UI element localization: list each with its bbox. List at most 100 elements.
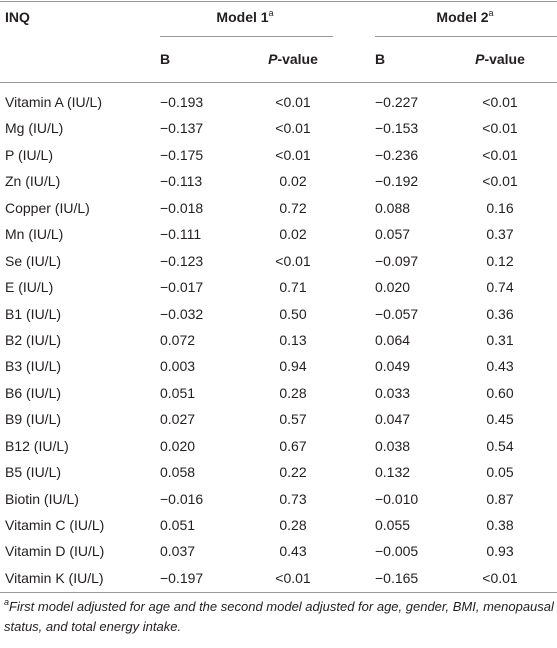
cell: 0.67: [279, 437, 307, 454]
cell: −0.165: [375, 569, 419, 586]
cell: <0.01: [482, 569, 518, 586]
row-label: B5 (IU/L): [5, 464, 62, 481]
cell: 0.60: [486, 384, 514, 401]
cell: <0.01: [482, 173, 518, 190]
row-label: Mn (IU/L): [5, 226, 64, 243]
cell: −0.197: [160, 569, 204, 586]
column-header: B: [375, 50, 385, 68]
footnote-mark: a: [268, 8, 274, 18]
header-label: INQ: [5, 9, 30, 25]
cell: 0.93: [486, 543, 514, 560]
row-label: Copper (IU/L): [5, 199, 90, 216]
cell: 0.051: [160, 517, 196, 534]
cell: 0.28: [279, 384, 307, 401]
cell: 0.058: [160, 464, 196, 481]
cell: 0.16: [486, 199, 514, 216]
cell: 0.43: [279, 543, 307, 560]
cell: −0.193: [160, 94, 204, 110]
row-label: B1 (IU/L): [5, 305, 62, 322]
row-label: Se (IU/L): [5, 252, 62, 269]
model-title: Model 2: [436, 9, 489, 25]
cell: 0.28: [279, 517, 307, 534]
cell: 0.22: [279, 464, 307, 481]
cell: 0.088: [375, 199, 411, 216]
cell: 0.038: [375, 437, 411, 454]
cell: 0.31: [486, 331, 514, 348]
cell: 0.051: [160, 384, 196, 401]
cell: −0.016: [160, 490, 204, 507]
cell: −0.123: [160, 252, 204, 269]
row-label: Vitamin K (IU/L): [5, 569, 104, 586]
cell: −0.175: [160, 146, 204, 163]
cell: −0.227: [375, 94, 419, 110]
cell: 0.02: [279, 226, 307, 243]
cell: −0.057: [375, 305, 419, 322]
cell: <0.01: [482, 120, 518, 137]
row-label: B6 (IU/L): [5, 384, 62, 401]
cell: 0.072: [160, 331, 196, 348]
cell: 0.020: [375, 279, 411, 296]
cell: 0.54: [486, 437, 514, 454]
row-label: B2 (IU/L): [5, 331, 62, 348]
cell: 0.12: [486, 252, 514, 269]
cell: 0.027: [160, 411, 196, 428]
cell: −0.097: [375, 252, 419, 269]
cell: 0.73: [279, 490, 307, 507]
cell: <0.01: [482, 146, 518, 163]
cell: −0.018: [160, 199, 204, 216]
cell: 0.37: [486, 226, 514, 243]
rule: [0, 1, 557, 2]
cell: 0.064: [375, 331, 411, 348]
row-label: Vitamin A (IU/L): [5, 94, 103, 110]
model-title: Model 1: [216, 9, 269, 25]
row-label: B12 (IU/L): [5, 437, 69, 454]
cell: 0.45: [486, 411, 514, 428]
cell: −0.005: [375, 543, 419, 560]
row-label: Biotin (IU/L): [5, 490, 79, 507]
cell: 0.50: [279, 305, 307, 322]
cell: 0.055: [375, 517, 411, 534]
row-label: E (IU/L): [5, 279, 54, 296]
row-label: Vitamin C (IU/L): [5, 517, 105, 534]
rule: [0, 82, 557, 83]
cell: 0.020: [160, 437, 196, 454]
model-header: Model 1a: [216, 8, 273, 26]
cell: 0.13: [279, 331, 307, 348]
cell: −0.113: [160, 173, 203, 190]
cell: 0.003: [160, 358, 196, 375]
cell: 0.43: [486, 358, 514, 375]
row-label: Vitamin D (IU/L): [5, 543, 105, 560]
rule: [375, 36, 557, 37]
cell: 0.049: [375, 358, 411, 375]
cell: 0.38: [486, 517, 514, 534]
column-header: P-value: [475, 50, 525, 68]
cell: −0.192: [375, 173, 419, 190]
rule: [160, 36, 333, 37]
footnote-mark: a: [488, 8, 494, 18]
cell: 0.033: [375, 384, 411, 401]
rule: [0, 592, 557, 593]
cell: 0.057: [375, 226, 411, 243]
cell: 0.36: [486, 305, 514, 322]
row-label: Mg (IU/L): [5, 120, 64, 137]
column-header: B: [160, 50, 170, 68]
cell: 0.132: [375, 464, 411, 481]
cell: <0.01: [275, 146, 311, 163]
column-header-text: B: [160, 51, 171, 67]
footnote-text: First model adjusted for age and the sec…: [4, 599, 554, 634]
footnote: aFirst model adjusted for age and the se…: [4, 597, 554, 637]
cell: −0.137: [160, 120, 204, 137]
row-label: B3 (IU/L): [5, 358, 62, 375]
column-header-text: -value: [277, 51, 318, 67]
cell: 0.05: [486, 464, 514, 481]
cell: 0.87: [486, 490, 514, 507]
cell: −0.032: [160, 305, 204, 322]
column-header-text: B: [375, 51, 386, 67]
model-header: Model 2a: [436, 8, 493, 26]
column-header-italic: P: [268, 51, 278, 67]
cell: −0.111: [160, 226, 202, 243]
cell: 0.94: [279, 358, 307, 375]
cell: <0.01: [482, 94, 518, 110]
cell: <0.01: [275, 94, 311, 110]
